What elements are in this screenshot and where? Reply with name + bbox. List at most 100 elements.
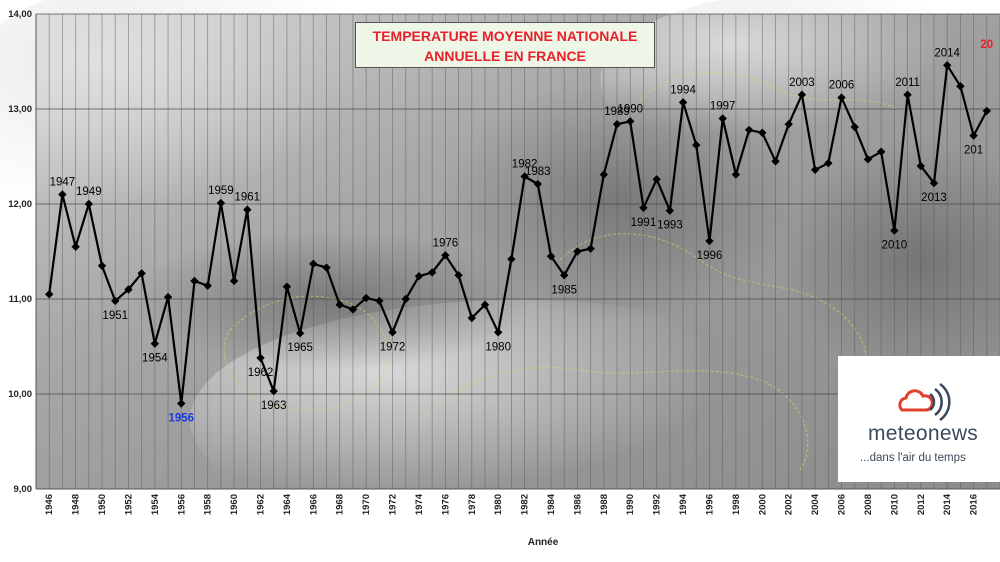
data-point (546, 252, 556, 261)
cloud-shadow (440, 80, 800, 320)
data-point (84, 199, 94, 209)
data-point (771, 157, 780, 166)
data-point (137, 269, 146, 278)
x-tick-label: 1986 (572, 494, 583, 515)
data-label: 1976 (433, 237, 459, 249)
data-point (229, 276, 239, 286)
data-point (150, 339, 160, 348)
data-label: 2006 (829, 80, 855, 92)
data-point (71, 242, 80, 251)
x-tick-label: 1992 (652, 494, 663, 515)
x-tick-label: 1948 (71, 494, 82, 515)
data-point (401, 294, 410, 304)
data-point (837, 93, 846, 102)
data-label: 1991 (631, 217, 657, 229)
x-tick-label: 1982 (520, 494, 531, 515)
data-label: 1963 (261, 400, 287, 412)
data-label: 1947 (50, 177, 76, 189)
data-label: 1959 (208, 185, 234, 197)
data-label: 201 (964, 145, 983, 157)
data-label: 1997 (710, 101, 736, 113)
data-point (890, 226, 899, 235)
data-point (599, 170, 609, 179)
data-label: 1982 (512, 158, 538, 170)
data-point (507, 254, 516, 264)
data-point (956, 82, 965, 91)
data-label: 1951 (102, 310, 128, 322)
data-point (335, 300, 344, 309)
data-label: 20 (980, 39, 993, 51)
data-point (810, 165, 820, 174)
data-point (533, 179, 543, 189)
chart-title: TEMPERATURE MOYENNE NATIONALE ANNUELLE E… (355, 22, 655, 68)
data-point (203, 281, 212, 290)
map-outline (419, 366, 809, 471)
y-tick-label: 9,00 (14, 484, 33, 495)
data-point (784, 120, 793, 129)
data-label: 1996 (697, 250, 723, 262)
data-label: 1972 (380, 341, 406, 353)
data-point (705, 236, 714, 246)
data-point (216, 198, 226, 208)
data-label: 1965 (287, 342, 313, 354)
data-point (824, 158, 833, 168)
x-tick-label: 2004 (810, 493, 821, 515)
data-point (573, 247, 582, 256)
x-tick-label: 2014 (942, 493, 953, 515)
plot-background (0, 0, 1000, 540)
x-tick-label: 1968 (335, 494, 346, 515)
data-point (797, 90, 807, 99)
data-point (177, 399, 186, 408)
data-point (520, 172, 529, 181)
data-point (626, 117, 635, 126)
data-point (295, 329, 305, 338)
data-point (441, 251, 450, 260)
data-point (692, 140, 701, 150)
data-point (243, 205, 252, 214)
x-tick-label: 1960 (229, 494, 240, 515)
data-point (163, 292, 173, 302)
data-point (375, 296, 384, 306)
data-point (388, 328, 397, 337)
data-point (586, 244, 595, 253)
data-point (467, 313, 476, 323)
data-point (863, 155, 873, 164)
x-tick-label: 2010 (889, 494, 900, 515)
data-label: 2011 (895, 77, 920, 89)
map-outline (559, 233, 869, 401)
x-tick-label: 2000 (757, 494, 768, 515)
x-tick-label: 1958 (203, 494, 214, 515)
logo-name: meteonews (868, 422, 979, 445)
data-label: 1983 (525, 166, 551, 178)
y-tick-label: 13,00 (8, 104, 32, 115)
data-point (256, 353, 265, 363)
y-tick-label: 10,00 (8, 389, 32, 400)
data-label: 1962 (248, 367, 274, 379)
data-point (929, 178, 939, 188)
data-point (744, 125, 754, 135)
data-point (665, 206, 675, 215)
data-point (269, 386, 278, 396)
x-axis-title: Année (528, 537, 559, 548)
data-point (718, 114, 727, 123)
data-label: 1961 (234, 192, 260, 204)
x-tick-label: 1974 (414, 493, 425, 515)
data-point (493, 328, 503, 337)
x-tick-label: 1970 (361, 494, 372, 515)
meteonews-logo: meteonews ...dans l'air du temps (838, 356, 1000, 482)
data-label: 1994 (670, 84, 696, 96)
x-tick-label: 1956 (176, 494, 187, 515)
data-point (480, 300, 490, 309)
data-point (309, 259, 318, 269)
data-point (97, 261, 107, 270)
map-outline (639, 72, 901, 111)
x-tick-label: 1972 (388, 494, 399, 515)
data-label: 1989 (604, 106, 630, 118)
x-tick-label: 1950 (97, 494, 108, 515)
data-point (678, 98, 688, 107)
x-tick-label: 1962 (255, 494, 266, 515)
data-series (45, 61, 991, 408)
x-tick-label: 1954 (150, 493, 161, 515)
